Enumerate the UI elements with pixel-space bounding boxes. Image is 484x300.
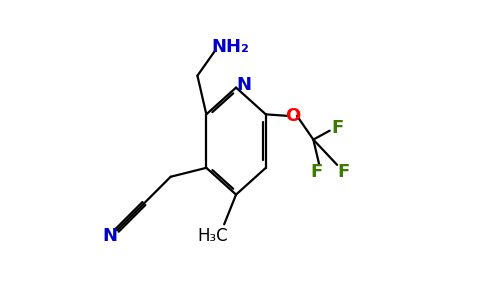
Text: F: F [310, 163, 322, 181]
Text: F: F [337, 163, 349, 181]
Text: N: N [102, 227, 117, 245]
Text: F: F [331, 119, 343, 137]
Text: H₃C: H₃C [197, 227, 227, 245]
Text: O: O [285, 107, 300, 125]
Text: NH₂: NH₂ [211, 38, 249, 56]
Text: N: N [236, 76, 251, 94]
